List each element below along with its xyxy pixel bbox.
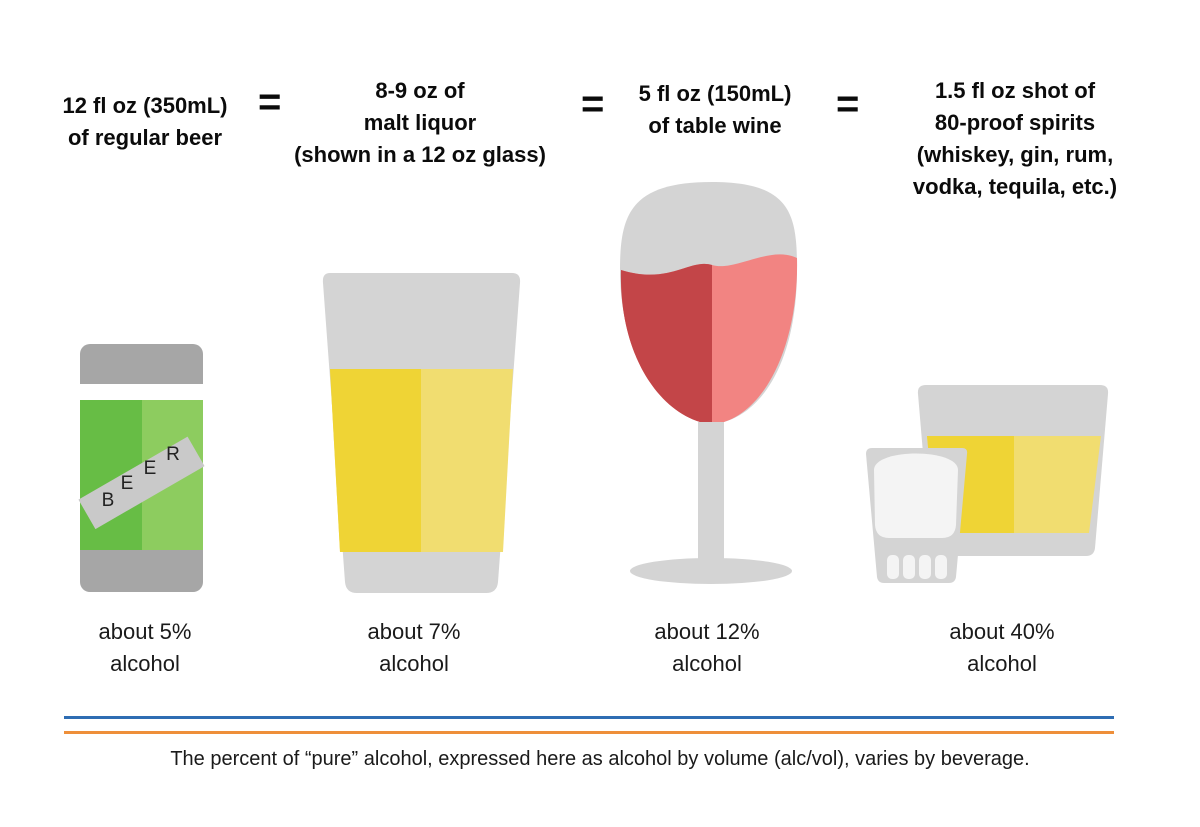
divider-blue [64,716,1114,719]
wine-glass [620,182,798,584]
can-letter-r: R [166,444,180,465]
beer-alcohol: alcohol [110,651,180,676]
beer-percent: about 5% [98,619,192,644]
equals-sign-1: = [258,80,282,124]
equals-sign-2: = [581,82,605,126]
beer-label-band [78,436,205,530]
malt-percent-label: about 7% alcohol [314,616,514,680]
wine-percent-label: about 12% alcohol [607,616,807,680]
malt-percent: about 7% [367,619,461,644]
spirits-percent: about 40% [949,619,1055,644]
can-letter-e1: E [121,473,134,494]
footnote-caption: The percent of “pure” alcohol, expressed… [170,748,1030,770]
can-letter-b: B [102,490,115,511]
beer-title: 12 fl oz (350mL) of regular beer [62,93,228,150]
wine-title: 5 fl oz (150mL) of table wine [638,81,792,138]
beer-percent-label: about 5% alcohol [45,616,245,680]
malt-alcohol: alcohol [379,651,449,676]
spirits-alcohol: alcohol [967,651,1037,676]
wine-percent: about 12% [654,619,760,644]
malt-liquor-glass [322,273,521,593]
equals-sign-3: = [836,82,860,126]
spirits-percent-label: about 40% alcohol [902,616,1102,680]
spirits-title: 1.5 fl oz shot of 80-proof spirits (whis… [912,78,1118,199]
malt-liquor-title: 8-9 oz of malt liquor (shown in a 12 oz … [294,78,546,167]
wine-alcohol: alcohol [672,651,742,676]
spirits-glasses [866,385,1109,583]
beer-can: B E E R [78,344,205,592]
can-letter-e2: E [144,458,157,479]
divider-orange [64,731,1114,734]
